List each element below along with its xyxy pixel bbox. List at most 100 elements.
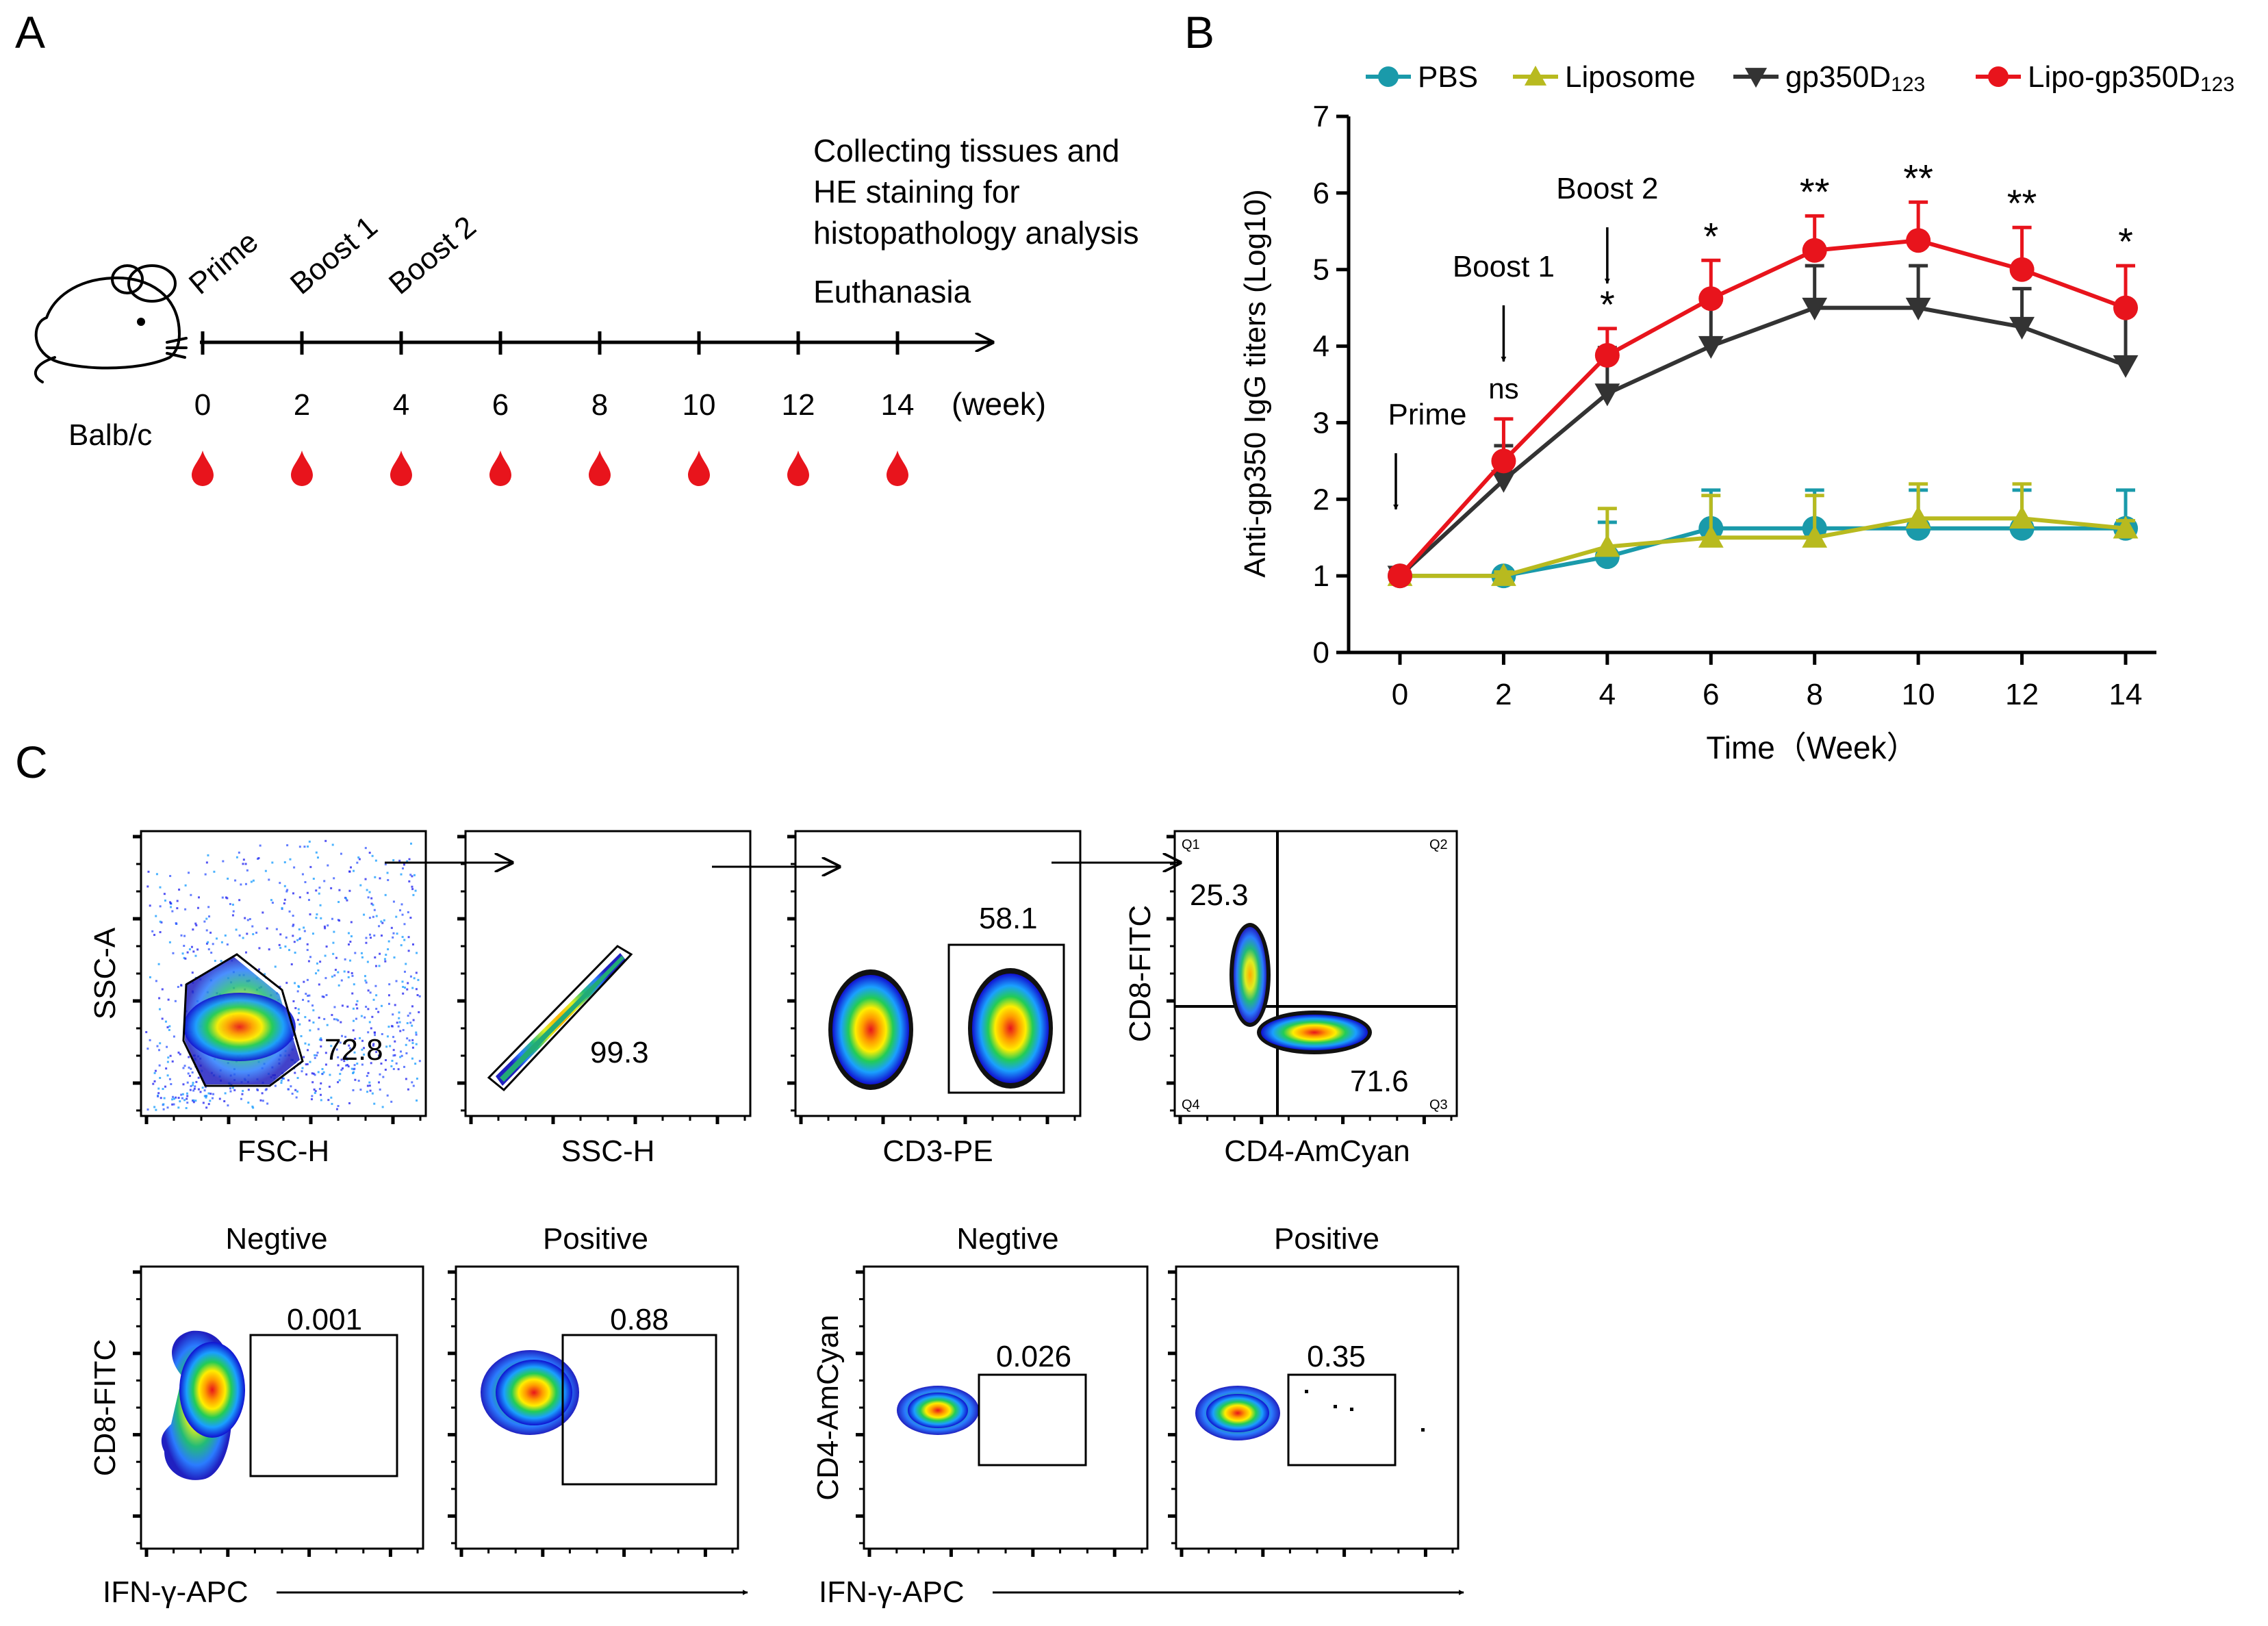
scatter-dot [163,1097,166,1100]
scatter-dot [407,950,410,952]
scatter-dot [320,1037,322,1040]
scatter-dot [352,1089,355,1091]
scatter-dot [403,939,406,941]
scatter-dot [226,943,229,946]
cd8-negative-title: Negtive [225,1222,327,1256]
scatter-dot [190,893,192,896]
data-point [1378,66,1399,87]
scatter-dot [411,987,414,989]
scatter-dot [160,921,163,924]
scatter-dot [333,930,335,933]
scatter-dot [293,866,296,869]
legend-item: Lipo-gp350D123 [1976,60,2234,96]
scatter-dot [418,1011,420,1013]
scatter-dot [173,1035,175,1038]
scatter-dot [415,1031,418,1034]
scatter-dot [366,889,368,891]
scatter-dot [158,1049,161,1052]
scatter-dot [301,873,304,876]
scatter-dot [168,1028,170,1031]
scatter-dot [180,934,183,937]
scatter-dot [403,970,406,973]
scatter-dot [296,939,299,941]
scatter-dot [348,889,351,892]
scatter-dot [307,845,309,848]
scatter-dot [407,1015,409,1017]
timeline-ticks: 0 2 4 6 8 10 12 14 [194,331,914,422]
scatter-dot [157,963,160,965]
scatter-dot [364,979,367,982]
scatter-dot [313,1088,316,1091]
significance-label: ns [1488,372,1518,405]
scatter-dot [188,872,190,874]
scatter-dot [159,1076,162,1079]
scatter-dot [409,975,412,978]
scatter-dot [190,1067,192,1070]
scatter-dot [334,969,337,971]
scatter-dot [177,1051,180,1054]
scatter-dot [370,937,372,939]
scatter-dot [344,1035,347,1038]
scatter-dot [197,1076,200,1079]
scatter-dot [317,969,320,971]
scatter-dot [191,971,194,974]
scatter-dot [175,1096,177,1099]
scatter-dot [340,1058,343,1061]
scatter-dot [370,902,373,905]
scatter-dot [399,1056,402,1058]
scatter-dot [316,913,318,916]
scatter-dot [415,971,418,974]
scatter-dot [401,867,404,869]
series-line [1398,305,2127,578]
scatter-dot [367,989,370,992]
scatter-dot [407,911,409,913]
scatter-dot [401,936,404,939]
scatter-dot [244,917,246,919]
scatter-dot [216,937,218,940]
scatter-dot [307,1000,310,1003]
scatter-dot [322,995,325,998]
scatter-dot [395,1062,398,1065]
scatter-dot [223,1100,226,1103]
euthanasia-label: Euthanasia [813,274,971,309]
scatter-dot [159,905,162,908]
scatter-dot [209,1093,212,1095]
scatter-dot [335,1048,338,1051]
scatter-dot [197,896,200,899]
gate-1-xlabel: FSC-H [238,1134,329,1168]
scatter-dot [347,943,350,946]
scatter-dot [398,1011,400,1014]
scatter-dot [353,1068,355,1071]
scatter-dot [294,952,296,954]
scatter-dot [186,1092,188,1095]
scatter-dot [288,910,291,913]
scatter-dot [227,877,229,880]
scatter-dot [183,1065,186,1067]
scatter-dot [204,873,207,876]
scatter-dot [375,1051,378,1054]
data-point [2113,516,2139,539]
scatter-dot [255,931,258,934]
scatter-dot [374,1031,377,1034]
scatter-dot [394,1004,396,1006]
scatter-dot [328,1085,331,1088]
scatter-dot [193,1087,196,1090]
scatter-dot [370,1062,372,1065]
scatter-dot [153,934,156,937]
endpoint-line-1: Collecting tissues and [813,133,1119,168]
scatter-dot [351,972,353,975]
scatter-dot [181,1097,183,1100]
scatter-dot [252,1106,255,1109]
series-1 [1387,482,2139,586]
scatter-dot [368,852,371,854]
scatter-dot [307,1043,310,1046]
scatter-dot [337,984,340,987]
scatter-dot [367,1071,370,1074]
scatter-dot [384,1059,387,1062]
scatter-dot [390,926,393,929]
scatter-dot [411,875,413,878]
scatter-dot [220,960,222,963]
cd8-xlabel: IFN-γ-APC [103,1575,249,1609]
scatter-dot [379,877,381,880]
x-tick-label: 2 [1495,678,1512,711]
